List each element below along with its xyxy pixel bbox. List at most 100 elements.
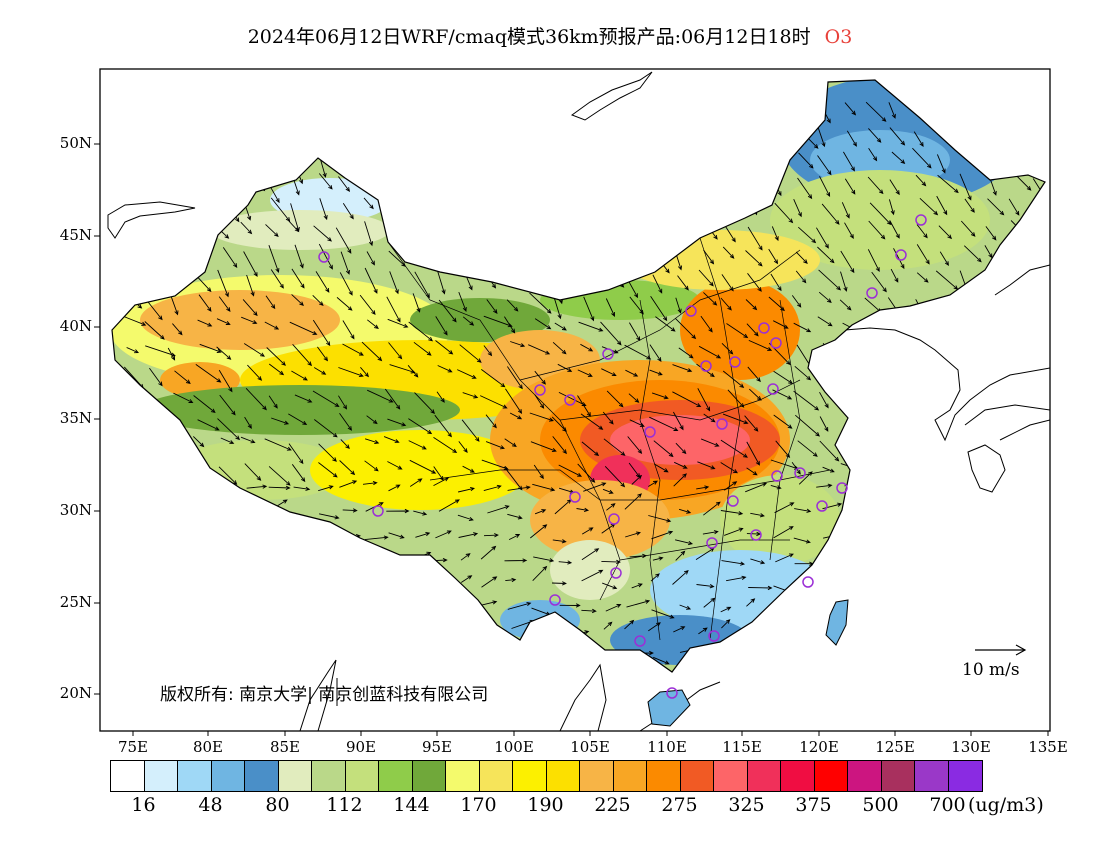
wind-arrow bbox=[558, 464, 583, 477]
wind-arrow bbox=[576, 507, 590, 513]
wind-arrow bbox=[624, 344, 652, 360]
wind-arrow bbox=[703, 413, 716, 423]
scale-label: 10 m/s bbox=[962, 660, 1020, 680]
wind-arrow bbox=[291, 294, 304, 307]
wind-arrow bbox=[775, 553, 794, 563]
wind-arrow bbox=[773, 414, 793, 429]
wind-arrow bbox=[868, 220, 886, 240]
wind-arrow bbox=[674, 461, 688, 469]
wind-arrow bbox=[123, 316, 147, 326]
wind-arrow bbox=[672, 570, 689, 585]
wind-arrow bbox=[507, 601, 532, 610]
wind-arrow bbox=[414, 392, 436, 414]
wind-arrow bbox=[480, 395, 508, 409]
latitude-label: 50N bbox=[59, 134, 92, 152]
wind-arrow bbox=[698, 269, 714, 287]
wind-arrow bbox=[768, 296, 785, 312]
station-marker bbox=[700, 360, 712, 372]
wind-arrow bbox=[339, 480, 358, 488]
wind-arrow bbox=[534, 318, 552, 330]
wind-arrow bbox=[481, 369, 506, 388]
station-marker bbox=[608, 513, 620, 525]
colorbar-label: 275 bbox=[661, 794, 698, 816]
axis-ticks bbox=[94, 143, 1049, 736]
wind-arrow bbox=[700, 315, 713, 333]
station-marker bbox=[569, 491, 581, 503]
wind-arrow bbox=[461, 419, 480, 442]
wind-arrow bbox=[528, 344, 551, 355]
wind-arrow bbox=[797, 226, 817, 244]
wind-arrow bbox=[173, 392, 194, 403]
wind-arrow bbox=[817, 316, 833, 327]
wind-arrow bbox=[841, 202, 850, 219]
wind-arrow bbox=[480, 545, 497, 560]
wind-arrow bbox=[408, 418, 433, 435]
colorbar-swatch bbox=[345, 761, 379, 791]
station-marker bbox=[758, 322, 770, 334]
wind-arrow bbox=[700, 438, 720, 447]
copyright-text: 版权所有: 南京大学| 南京创蓝科技有限公司 bbox=[160, 685, 489, 705]
station-marker bbox=[816, 500, 828, 512]
colorbar-swatch bbox=[446, 761, 480, 791]
wind-arrow bbox=[746, 531, 762, 537]
colorbar-swatch bbox=[211, 761, 245, 791]
wind-arrow bbox=[504, 438, 517, 447]
wind-arrow bbox=[916, 272, 929, 283]
wind-arrow bbox=[342, 508, 358, 513]
wind-arrow bbox=[532, 483, 556, 492]
wind-arrow bbox=[291, 464, 306, 483]
wind-arrow bbox=[462, 465, 475, 473]
wind-arrow bbox=[603, 438, 626, 456]
wind-arrow bbox=[318, 485, 334, 492]
wind-arrow bbox=[651, 530, 674, 540]
wind-arrow bbox=[652, 274, 663, 294]
wind-arrow bbox=[650, 296, 668, 322]
wind-arrow bbox=[987, 198, 1005, 216]
colorbar-swatch bbox=[245, 761, 279, 791]
wind-arrow bbox=[318, 243, 333, 270]
wind-arrow bbox=[197, 419, 220, 431]
wind-arrow bbox=[458, 291, 467, 312]
wind-arrow bbox=[319, 513, 340, 520]
wind-arrow bbox=[265, 224, 279, 238]
station-marker bbox=[708, 630, 720, 642]
wind-arrow bbox=[197, 319, 213, 327]
wind-arrow bbox=[170, 295, 179, 316]
wind-arrow bbox=[726, 575, 747, 582]
wind-arrow bbox=[436, 267, 446, 295]
wind-arrow bbox=[893, 248, 905, 270]
wind-arrow bbox=[889, 179, 900, 196]
wind-arrow bbox=[819, 440, 840, 462]
wind-arrow bbox=[364, 267, 378, 294]
wind-arrow bbox=[935, 270, 959, 290]
wind-arrow bbox=[361, 341, 383, 362]
wind-arrow bbox=[383, 436, 400, 444]
wind-arrow bbox=[936, 195, 948, 216]
longitude-label: 95E bbox=[421, 738, 453, 756]
wind-arrow bbox=[581, 569, 604, 582]
wind-arrow bbox=[387, 461, 403, 470]
wind-arrow bbox=[218, 296, 231, 312]
wind-arrow bbox=[868, 128, 882, 143]
wind-arrow bbox=[364, 535, 389, 541]
wind-arrow bbox=[199, 343, 222, 353]
wind-arrow bbox=[364, 438, 380, 444]
wind-arrow bbox=[437, 365, 453, 373]
wind-arrow bbox=[816, 227, 829, 249]
wind-arrow bbox=[603, 621, 613, 630]
wind-arrow bbox=[629, 419, 645, 427]
station-marker bbox=[634, 635, 646, 647]
wind-arrow bbox=[481, 459, 509, 471]
wind-arrow bbox=[126, 347, 140, 354]
wind-arrow bbox=[557, 363, 573, 372]
wind-arrow bbox=[726, 323, 749, 339]
wind-arrow bbox=[198, 294, 212, 312]
wind-arrow bbox=[412, 293, 421, 313]
scale-arrow bbox=[975, 644, 1027, 656]
wind-arrow bbox=[216, 318, 231, 325]
longitude-label: 135E bbox=[1028, 738, 1068, 756]
wind-arrow bbox=[435, 340, 454, 355]
wind-arrow bbox=[745, 250, 763, 267]
wind-arrow bbox=[268, 245, 280, 273]
wind-arrow bbox=[386, 296, 401, 323]
